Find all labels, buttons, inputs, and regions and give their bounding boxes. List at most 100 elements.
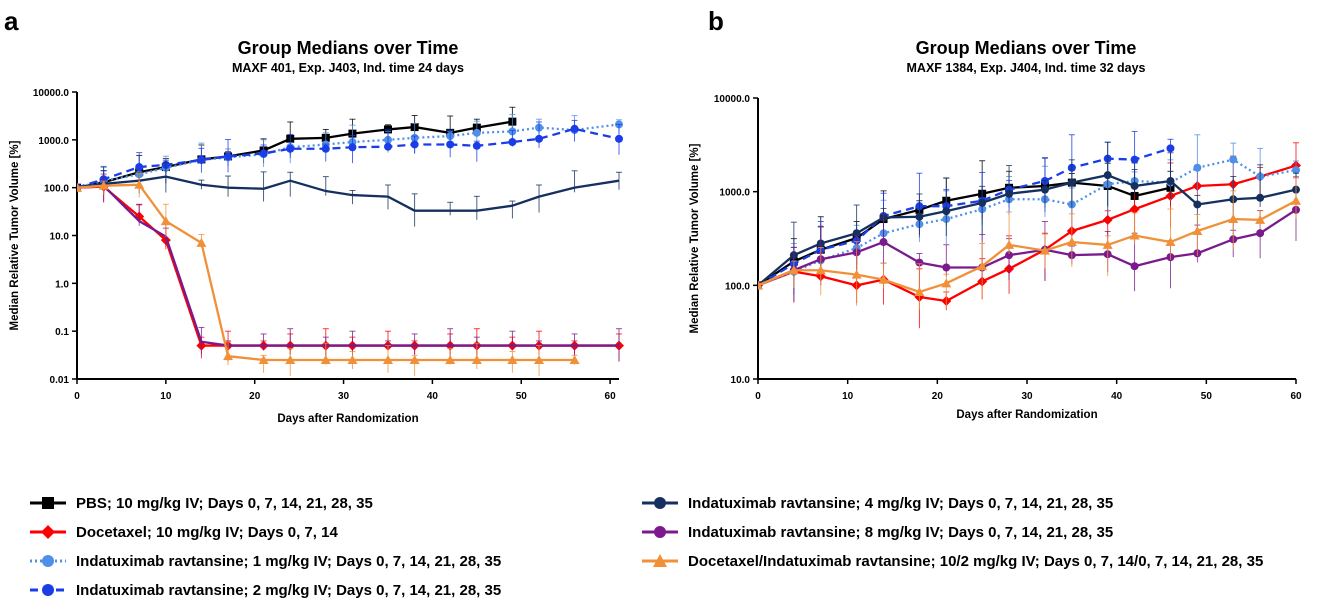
data-point: [160, 216, 171, 226]
data-point: [409, 354, 420, 364]
x-tick-label: 60: [605, 391, 617, 402]
y-tick-label: 10000.0: [33, 88, 70, 99]
y-tick-label: 0.1: [55, 327, 69, 338]
data-point: [1166, 176, 1175, 185]
data-point: [285, 354, 296, 364]
x-tick-label: 20: [932, 391, 944, 402]
data-point: [1102, 214, 1113, 225]
data-point: [383, 142, 392, 151]
data-point: [879, 238, 888, 247]
panel-letter-a: a: [4, 6, 19, 36]
x-tick-label: 50: [516, 391, 528, 402]
x-tick-label: 50: [1201, 391, 1213, 402]
data-point: [446, 140, 455, 149]
x-tick-label: 40: [1111, 391, 1123, 402]
legend-swatch: [642, 497, 678, 509]
data-point: [915, 258, 924, 267]
data-point: [1292, 166, 1300, 175]
y-tick-label: 100.0: [725, 281, 750, 292]
x-tick-label: 0: [755, 391, 761, 402]
x-tick-label: 30: [1021, 391, 1033, 402]
data-point: [445, 354, 456, 364]
chart-subtitle: MAXF 1384, Exp. J404, Ind. time 32 days: [907, 61, 1146, 75]
panel-letter-b: b: [708, 6, 724, 36]
y-tick-label: 1.0: [55, 279, 69, 290]
data-point: [259, 149, 268, 158]
chart-title: Group Medians over Time: [916, 38, 1137, 58]
data-point: [1129, 204, 1140, 215]
legend-marker: [41, 525, 55, 539]
data-point: [1228, 214, 1239, 224]
chart-panel-a: Group Medians over Time MAXF 401, Exp. J4…: [9, 38, 624, 425]
legend-item: Indatuximab ravtansine; 1 mg/kg IV; Days…: [28, 551, 501, 571]
y-axis-label: Median Relative Tumor Volume [%]: [689, 143, 701, 333]
data-point: [615, 134, 623, 143]
y-axis-label: Median Relative Tumor Volume [%]: [9, 140, 21, 330]
data-point: [1192, 226, 1203, 236]
legend-swatch: [30, 497, 66, 509]
data-point: [347, 354, 358, 364]
data-point: [758, 280, 763, 290]
data-point: [1229, 155, 1238, 164]
data-point: [223, 351, 234, 361]
data-point: [1193, 200, 1202, 209]
series-6: [758, 177, 1301, 310]
data-point: [852, 229, 861, 238]
data-point: [788, 265, 799, 275]
data-point: [197, 155, 206, 164]
data-point: [851, 269, 862, 279]
legend-swatch: [642, 554, 678, 567]
data-point: [1193, 163, 1202, 172]
legend-swatch: [642, 526, 678, 538]
data-point: [1256, 229, 1265, 238]
data-point: [320, 354, 331, 364]
x-tick-label: 0: [74, 391, 80, 402]
data-point: [1291, 195, 1301, 205]
data-point: [1004, 239, 1015, 249]
legend-swatch: [30, 584, 66, 596]
data-point: [941, 278, 952, 288]
legend-item: Indatuximab ravtansine; 2 mg/kg IV; Days…: [28, 580, 501, 600]
data-point: [1130, 262, 1139, 271]
data-point: [1067, 178, 1076, 187]
data-point: [815, 265, 826, 275]
legend-swatch: [30, 555, 66, 567]
data-point: [915, 212, 924, 221]
series-line: [758, 174, 1297, 287]
data-point: [472, 141, 481, 150]
data-point: [321, 144, 330, 153]
series-line: [77, 175, 620, 212]
series-line: [758, 208, 1297, 287]
data-point: [196, 237, 207, 247]
data-point: [1005, 189, 1014, 198]
data-point: [77, 182, 82, 192]
series-4: [77, 161, 622, 227]
legend-marker: [653, 554, 667, 567]
data-point: [98, 180, 109, 190]
data-point: [1165, 237, 1176, 247]
data-point: [1039, 245, 1050, 255]
legend-label: Indatuximab ravtansine; 8 mg/kg IV; Days…: [688, 523, 1114, 541]
data-point: [382, 354, 393, 364]
data-point: [348, 143, 357, 152]
data-point: [507, 354, 518, 364]
y-tick-label: 10.0: [50, 232, 70, 243]
data-point: [978, 198, 987, 207]
data-point: [1005, 251, 1014, 260]
series-line: [77, 127, 620, 189]
series-line: [758, 147, 1171, 287]
data-point: [258, 354, 269, 364]
series-2: [758, 134, 1300, 290]
data-point: [878, 274, 889, 284]
series-line: [758, 199, 1297, 294]
chart-title: Group Medians over Time: [238, 38, 459, 58]
x-axis-label: Days after Randomization: [277, 413, 418, 425]
data-point: [914, 286, 925, 296]
data-point: [1102, 239, 1113, 249]
data-point: [1066, 237, 1077, 247]
chart-panel-b: Group Medians over Time MAXF 1384, Exp. J…: [689, 38, 1302, 421]
legend-item: PBS; 10 mg/kg IV; Days 0, 7, 14, 21, 28,…: [28, 493, 373, 513]
x-axis-label: Days after Randomization: [956, 409, 1097, 421]
legend-label: Docetaxel; 10 mg/kg IV; Days 0, 7, 14: [76, 523, 338, 541]
legend-swatch: [30, 525, 66, 539]
